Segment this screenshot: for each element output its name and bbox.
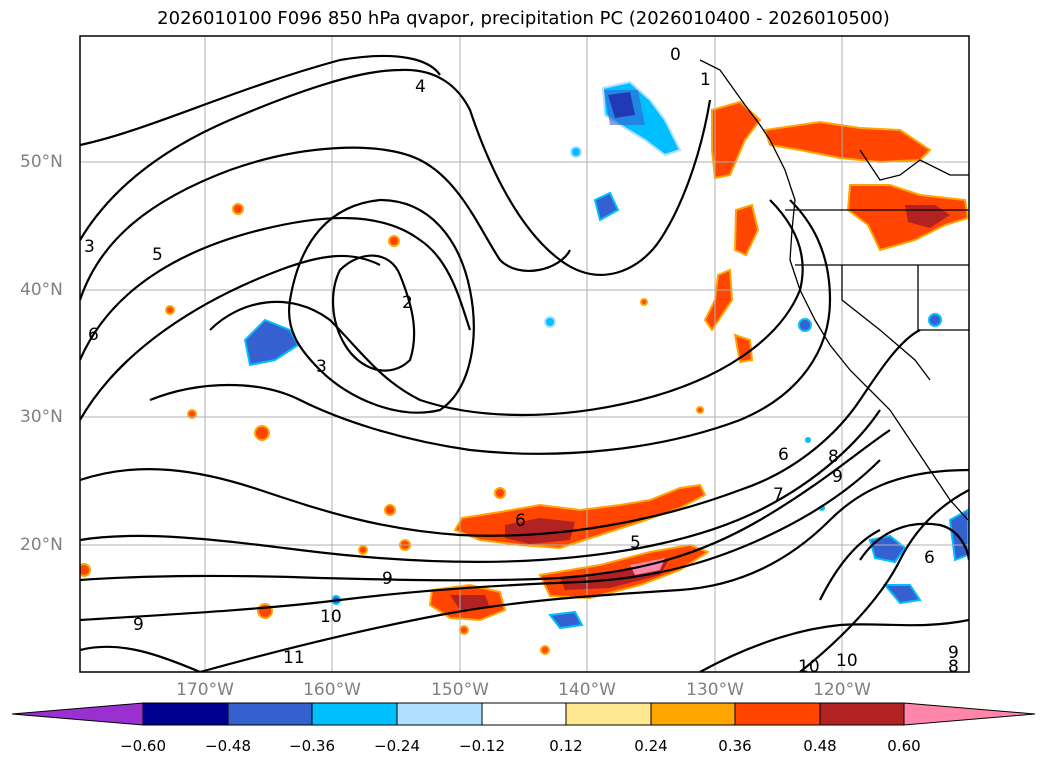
svg-text:10: 10 (798, 657, 820, 677)
svg-text:7: 7 (773, 485, 784, 505)
lon-label-130w: 130°W (686, 680, 744, 700)
precip-neg-sw (868, 534, 907, 564)
svg-text:6: 6 (778, 445, 789, 465)
precip-area-offshore-2 (703, 268, 734, 332)
colorbar-tick-label: 0.60 (887, 737, 921, 755)
lon-label-150w: 150°W (431, 680, 489, 700)
colorbar-tick-label: 0.36 (718, 737, 752, 755)
map-frame (79, 35, 970, 673)
colorbar (11, 702, 1036, 726)
svg-text:9: 9 (832, 467, 843, 487)
svg-text:8: 8 (828, 447, 839, 467)
precip-neg-se (882, 584, 922, 605)
precip-area-offshore-3 (733, 333, 754, 364)
colorbar-segment (734, 702, 821, 726)
map-title: 2026010100 F096 850 hPa qvapor, precipit… (157, 8, 890, 29)
svg-text:9: 9 (948, 643, 959, 663)
colorbar-extend-low (11, 702, 144, 726)
colorbar-tick-label: −0.24 (374, 737, 420, 755)
precip-neg-offshore (593, 191, 620, 222)
qvapor-contours (80, 54, 969, 672)
svg-text:6: 6 (515, 511, 526, 531)
precip-neg-gulf-alaska-mid (604, 90, 645, 125)
colorbar-segment (565, 702, 652, 726)
svg-text:6: 6 (88, 325, 99, 345)
colorbar-tick-label: 0.48 (803, 737, 837, 755)
svg-text:4: 4 (415, 77, 426, 97)
colorbar-segment (650, 702, 736, 726)
svg-text:3: 3 (316, 357, 327, 377)
colorbar-tick-label: −0.48 (205, 737, 251, 755)
lat-label-20n: 20°N (20, 535, 63, 555)
colorbar-tick-label: 0.24 (634, 737, 668, 755)
precip-area-wa-core (905, 205, 950, 228)
lon-label-170w: 170°W (176, 680, 234, 700)
lon-label-140w: 140°W (558, 680, 616, 700)
precip-area-bc (763, 120, 932, 164)
precip-area-central-core (505, 518, 575, 544)
colorbar-segment (819, 702, 905, 726)
contour-labels: 0 1 4 3 5 6 2 3 8 9 6 7 6 5 9 10 11 9 10… (84, 45, 959, 677)
svg-text:1: 1 (700, 70, 711, 90)
colorbar-segment (142, 702, 229, 726)
lat-label-40n: 40°N (20, 280, 63, 300)
svg-text:0: 0 (670, 45, 681, 65)
svg-text:6: 6 (924, 548, 935, 568)
svg-text:9: 9 (133, 615, 144, 635)
lon-label-120w: 120°W (813, 680, 871, 700)
svg-text:3: 3 (84, 237, 95, 257)
svg-text:5: 5 (152, 245, 163, 265)
colorbar-segment (227, 702, 313, 726)
svg-text:5: 5 (630, 533, 641, 553)
colorbar-segment (481, 702, 567, 726)
lat-label-50n: 50°N (20, 152, 63, 172)
precip-area-nw-coast (711, 100, 762, 180)
svg-text:8: 8 (948, 657, 959, 677)
colorbar-extend-high (903, 702, 1036, 726)
svg-text:10: 10 (836, 651, 858, 671)
colorbar-tick-label: 0.12 (549, 737, 583, 755)
map-grid (80, 36, 969, 672)
precip-area-central-band (453, 483, 707, 550)
svg-text:9: 9 (382, 569, 393, 589)
precip-neg-small-1 (548, 610, 584, 630)
svg-text:2: 2 (402, 293, 413, 313)
svg-text:10: 10 (320, 607, 342, 627)
colorbar-segment (311, 702, 398, 726)
colorbar-segment (396, 702, 483, 726)
lon-label-160w: 160°W (303, 680, 361, 700)
colorbar-tick-label: −0.60 (120, 737, 166, 755)
precip-shading (80, 80, 969, 655)
precip-area-offshore-1 (733, 203, 760, 257)
lat-label-30n: 30°N (20, 407, 63, 427)
svg-text:11: 11 (283, 648, 305, 668)
colorbar-tick-label: −0.36 (289, 737, 335, 755)
colorbar-tick-label: −0.12 (459, 737, 505, 755)
